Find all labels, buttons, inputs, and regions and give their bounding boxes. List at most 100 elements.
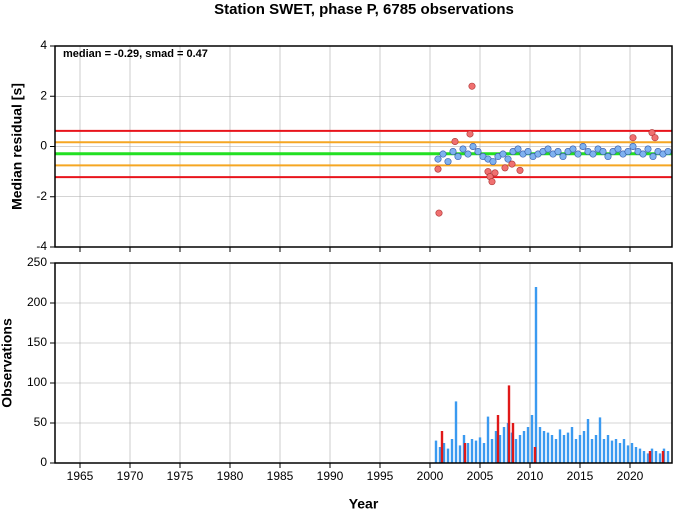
bar [661,451,665,463]
bar [498,435,502,463]
bar [586,419,590,463]
bar [562,435,566,463]
point [544,145,552,153]
bar [606,435,610,463]
bar [658,453,662,463]
point [508,160,516,168]
y-tick-label: 50 [34,415,48,429]
bar [550,435,554,463]
point [664,148,672,156]
x-tick-label: 1965 [67,469,94,483]
point [524,148,532,156]
bar [450,439,454,463]
point [629,134,637,142]
annotation: median = -0.29, smad = 0.47 [63,48,208,60]
point [501,164,509,172]
y-tick-label: 0 [40,455,47,469]
bar [518,435,522,463]
x-tick-label: 1980 [217,469,244,483]
bar [614,439,618,463]
bar [482,443,486,463]
point [474,148,482,156]
point [639,150,647,158]
point [614,145,622,153]
y-tick-label: 2 [40,88,47,102]
x-tick-label: 1985 [267,469,294,483]
bar [474,440,478,463]
bar [463,443,467,463]
x-tick-label: 2015 [567,469,594,483]
point [648,129,656,137]
bar [522,431,526,463]
bar [650,448,654,463]
bar [526,427,530,463]
bar [602,439,606,463]
x-tick-label: 2010 [517,469,544,483]
bar [502,427,506,463]
point [651,134,659,142]
bar [638,448,642,463]
y-tick-label: -2 [36,189,47,203]
bar [648,451,652,463]
point [644,145,652,153]
y-tick-label: 0 [40,139,47,153]
bar [618,443,622,463]
point [504,155,512,163]
point [434,165,442,173]
bar [554,439,558,463]
point [449,148,457,156]
x-tick-label: 1975 [167,469,194,483]
point [435,209,443,217]
point [649,153,657,161]
bar [438,447,442,463]
point [569,145,577,153]
bar [574,439,578,463]
bar [542,431,546,463]
bar [466,443,470,463]
bar [440,431,444,463]
bar [666,451,670,463]
bar [511,423,515,463]
bar [546,432,550,463]
bar [442,443,446,463]
bar [646,453,650,463]
point [468,82,476,90]
bar [626,445,630,463]
bar [533,447,537,463]
point [599,148,607,156]
point [514,145,522,153]
point [459,145,467,153]
bar [486,416,490,463]
bar [534,287,538,463]
point [579,143,587,151]
y-tick-label: 100 [27,375,47,389]
plot-frame [54,45,673,248]
point [451,137,459,145]
bar [494,431,498,463]
plot-frame [54,262,673,464]
x-tick-label: 2000 [417,469,444,483]
bar [507,385,511,463]
x-tick-label: 2020 [617,469,644,483]
point [604,153,612,161]
point [624,148,632,156]
point [491,169,499,177]
bar [594,435,598,463]
x-tick-label: 1995 [367,469,394,483]
bar [654,451,658,463]
bar [582,431,586,463]
bar [478,437,482,463]
bar [434,440,438,463]
bar [634,447,638,463]
point [489,158,497,166]
bar [622,439,626,463]
bar [454,401,458,463]
bar [538,427,542,463]
bar [570,427,574,463]
bar [458,445,462,463]
bar [642,451,646,463]
bar [514,439,518,463]
y-tick-label: 200 [27,295,47,309]
x-tick-label: 1990 [317,469,344,483]
